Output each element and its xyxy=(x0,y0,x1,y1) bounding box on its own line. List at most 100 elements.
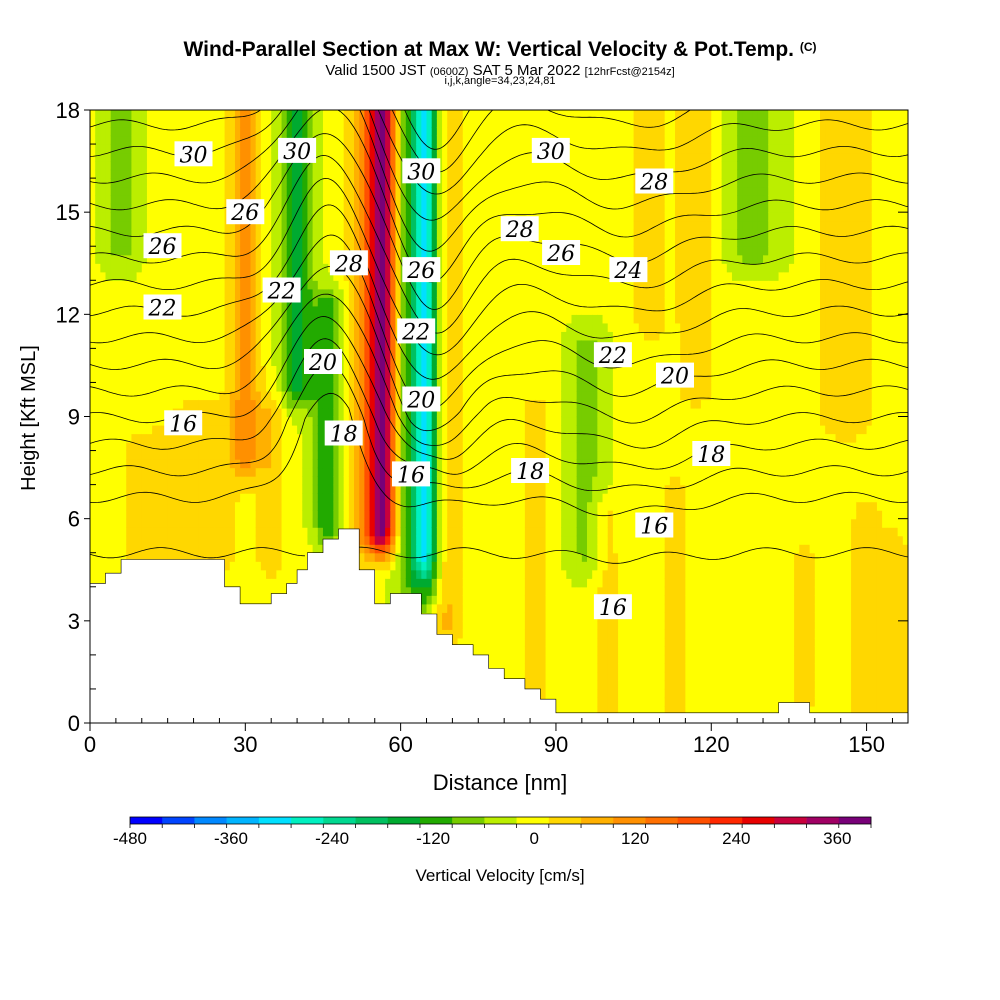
velocity-cell xyxy=(416,305,422,315)
velocity-cell xyxy=(214,229,221,239)
velocity-cell xyxy=(322,407,329,418)
velocity-cell xyxy=(281,203,288,213)
velocity-cell xyxy=(203,527,210,537)
velocity-cell xyxy=(442,288,448,298)
velocity-cell xyxy=(328,450,334,460)
velocity-cell xyxy=(90,442,96,452)
velocity-cell xyxy=(110,229,117,239)
velocity-cell xyxy=(183,118,189,128)
velocity-cell xyxy=(203,442,210,452)
velocity-cell xyxy=(271,586,277,596)
velocity-cell xyxy=(188,178,195,188)
velocity-cell xyxy=(302,442,309,452)
velocity-cell xyxy=(343,212,350,222)
velocity-cell xyxy=(203,390,210,401)
velocity-cell xyxy=(203,365,210,375)
velocity-cell xyxy=(234,297,241,307)
velocity-cell xyxy=(152,220,158,230)
velocity-cell xyxy=(167,399,174,409)
velocity-cell xyxy=(95,484,101,494)
velocity-cell xyxy=(400,237,407,247)
velocity-cell xyxy=(95,195,101,205)
velocity-cell xyxy=(405,186,412,196)
velocity-cell xyxy=(291,178,298,188)
velocity-cell xyxy=(183,322,189,332)
velocity-cell xyxy=(157,322,164,332)
velocity-cell xyxy=(426,356,433,367)
velocity-cell xyxy=(442,407,448,418)
velocity-cell xyxy=(297,399,303,409)
velocity-cell xyxy=(131,229,138,239)
velocity-cell xyxy=(297,212,303,222)
velocity-cell xyxy=(126,237,133,247)
velocity-cell xyxy=(245,161,252,171)
velocity-cell xyxy=(188,467,195,477)
velocity-cell xyxy=(121,178,127,188)
velocity-cell xyxy=(312,518,319,528)
velocity-cell xyxy=(271,271,277,281)
velocity-cell xyxy=(152,544,158,554)
velocity-cell xyxy=(312,484,319,494)
velocity-cell xyxy=(110,169,117,179)
velocity-cell xyxy=(203,110,210,120)
velocity-cell xyxy=(297,271,303,281)
velocity-cell xyxy=(126,425,133,435)
velocity-cell xyxy=(234,220,241,230)
velocity-cell xyxy=(405,578,412,588)
velocity-cell xyxy=(214,263,221,273)
velocity-cell xyxy=(343,501,350,511)
velocity-cell xyxy=(110,195,117,205)
velocity-cell xyxy=(219,382,226,392)
velocity-cell xyxy=(405,493,412,503)
velocity-cell xyxy=(198,127,205,137)
velocity-cell xyxy=(131,195,138,205)
velocity-cell xyxy=(234,127,241,137)
velocity-cell xyxy=(338,229,345,239)
velocity-cell xyxy=(240,544,246,554)
velocity-cell xyxy=(255,152,262,162)
velocity-cell xyxy=(100,450,107,460)
velocity-cell xyxy=(286,390,293,401)
velocity-cell xyxy=(250,178,257,188)
velocity-cell xyxy=(214,356,221,367)
velocity-cell xyxy=(271,348,277,358)
velocity-cell xyxy=(141,467,148,477)
velocity-cell xyxy=(410,152,417,162)
velocity-cell xyxy=(385,288,391,298)
velocity-cell xyxy=(410,297,417,307)
velocity-cell xyxy=(203,425,210,435)
velocity-cell xyxy=(95,399,101,409)
velocity-cell xyxy=(338,407,345,418)
velocity-cell xyxy=(307,186,314,196)
velocity-cell xyxy=(193,365,200,375)
velocity-cell xyxy=(172,127,179,137)
velocity-cell xyxy=(400,373,407,384)
velocity-cell xyxy=(219,348,226,358)
velocity-cell xyxy=(146,442,153,452)
velocity-cell xyxy=(328,237,334,247)
velocity-cell xyxy=(115,152,122,162)
velocity-cell xyxy=(110,322,117,332)
velocity-cell xyxy=(234,246,241,256)
velocity-cell xyxy=(317,220,324,230)
velocity-cell xyxy=(229,178,236,188)
velocity-cell xyxy=(328,271,334,281)
velocity-cell xyxy=(90,484,96,494)
velocity-cell xyxy=(157,271,164,281)
velocity-cell xyxy=(405,220,412,230)
velocity-cell xyxy=(281,569,288,579)
velocity-cell xyxy=(121,331,127,341)
velocity-cell xyxy=(240,527,246,537)
velocity-cell xyxy=(431,535,438,545)
velocity-cell xyxy=(105,373,112,384)
velocity-cell xyxy=(297,450,303,460)
velocity-cell xyxy=(364,280,371,290)
velocity-cell xyxy=(266,552,272,562)
velocity-cell xyxy=(203,433,210,443)
velocity-cell xyxy=(328,195,334,205)
velocity-cell xyxy=(359,493,365,503)
velocity-cell xyxy=(203,356,210,367)
velocity-cell xyxy=(297,484,303,494)
velocity-cell xyxy=(219,305,226,315)
velocity-cell xyxy=(219,407,226,418)
